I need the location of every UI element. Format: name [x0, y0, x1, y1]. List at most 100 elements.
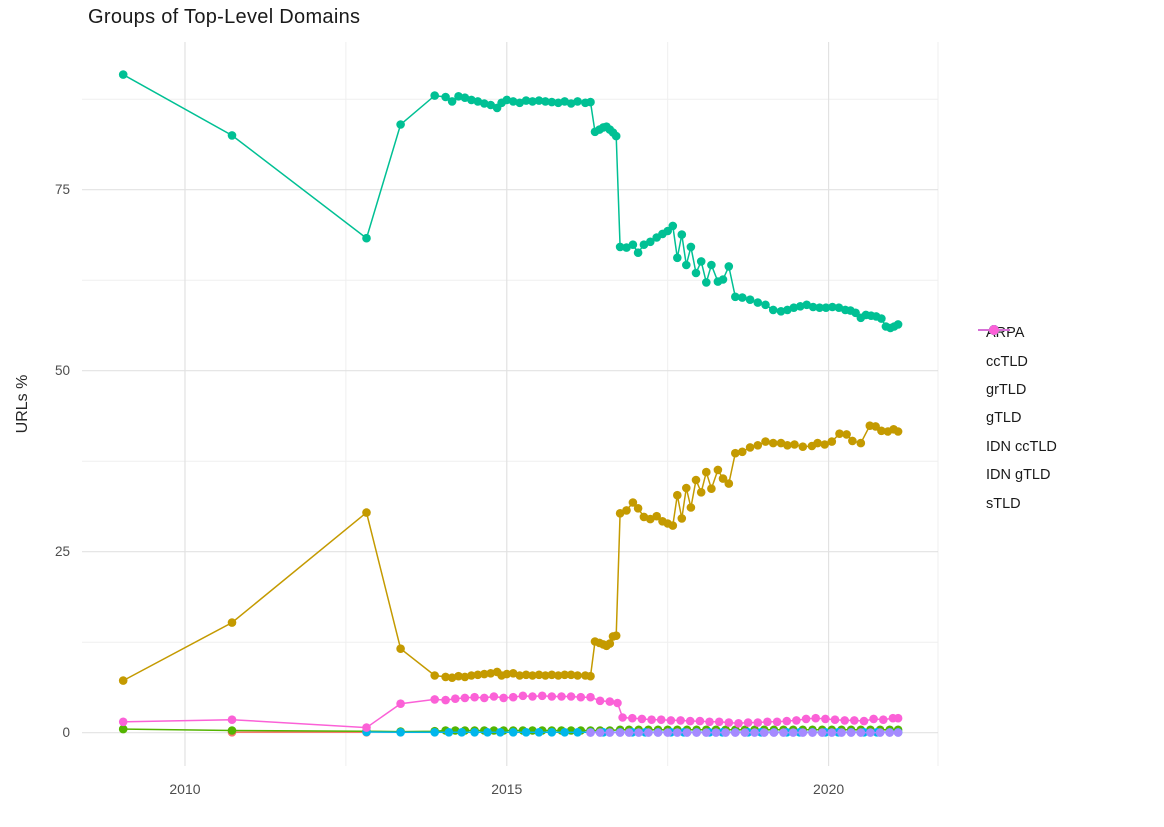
chart-title: Groups of Top-Level Domains: [88, 6, 361, 28]
data-point: [790, 440, 799, 449]
data-point: [842, 430, 851, 439]
data-point: [628, 713, 637, 723]
data-point: [227, 131, 237, 140]
legend-label: ccTLD: [986, 353, 1028, 370]
legend-item-cctld: ccTLD: [976, 325, 1057, 375]
y-tick-label: 75: [55, 182, 70, 197]
data-point: [615, 509, 625, 518]
data-point: [798, 442, 808, 452]
data-point: [753, 298, 763, 307]
data-point: [586, 692, 595, 702]
data-point: [893, 320, 903, 329]
data-point: [611, 131, 621, 141]
data-point: [830, 715, 840, 724]
data-point: [682, 483, 691, 493]
data-point: [624, 728, 634, 737]
data-point: [682, 728, 692, 737]
data-point: [554, 98, 563, 108]
data-point: [496, 728, 505, 737]
data-point: [837, 728, 846, 737]
data-point: [761, 437, 770, 446]
data-point: [738, 447, 747, 457]
data-point: [586, 728, 595, 737]
legend-label: IDN gTLD: [986, 467, 1051, 484]
legend-item-grtld: grTLD: [976, 325, 1057, 404]
data-point: [566, 670, 576, 680]
data-point: [480, 669, 489, 679]
data-point: [745, 443, 755, 452]
data-point: [470, 728, 479, 737]
data-point: [707, 484, 716, 494]
data-point: [618, 713, 627, 722]
data-point: [713, 465, 723, 475]
data-point: [628, 498, 638, 507]
data-point: [518, 691, 528, 701]
data-point: [711, 728, 721, 737]
data-point: [396, 120, 405, 129]
data-point: [798, 728, 808, 737]
data-point: [676, 716, 685, 725]
data-point: [753, 718, 763, 727]
data-point: [637, 714, 647, 724]
data-point: [763, 717, 772, 727]
data-point: [696, 257, 706, 266]
legend-label: IDN ccTLD: [986, 438, 1057, 455]
data-point: [227, 618, 237, 627]
data-point: [705, 717, 714, 727]
data-point: [691, 475, 701, 485]
legend-item-gtld: gTLD: [976, 325, 1057, 432]
data-point: [227, 726, 237, 735]
data-point: [441, 672, 450, 682]
data-point: [866, 728, 875, 737]
data-point: [454, 92, 463, 101]
data-point: [666, 716, 676, 725]
data-point: [718, 474, 728, 483]
data-point: [848, 436, 857, 446]
data-point: [430, 671, 440, 680]
data-point: [537, 691, 547, 701]
data-point: [521, 728, 531, 737]
data-point: [731, 292, 740, 302]
data-point: [227, 715, 237, 724]
data-point: [653, 728, 663, 737]
data-point: [576, 692, 586, 702]
data-point: [835, 429, 844, 439]
data-point: [673, 490, 682, 500]
y-tick-label: 25: [55, 544, 70, 559]
data-point: [685, 716, 695, 726]
data-point: [877, 314, 886, 323]
data-point: [652, 511, 661, 521]
data-point: [779, 728, 788, 737]
data-point: [869, 714, 878, 724]
data-point: [893, 728, 903, 737]
data-point: [808, 302, 818, 312]
data-point: [547, 97, 557, 107]
data-point: [595, 696, 605, 706]
data-point: [792, 716, 801, 725]
data-point: [534, 96, 544, 105]
data-point: [547, 692, 557, 701]
data-point: [430, 728, 440, 737]
data-point: [628, 240, 638, 249]
data-point: [821, 714, 830, 724]
data-point: [528, 692, 537, 701]
data-point: [547, 670, 557, 680]
data-point: [750, 728, 759, 737]
data-point: [668, 221, 678, 231]
data-point: [731, 728, 740, 737]
data-point: [696, 488, 706, 497]
data-point: [454, 671, 463, 681]
data-point: [441, 695, 450, 705]
x-tick-label: 2015: [491, 781, 522, 797]
data-point: [745, 295, 755, 305]
data-point: [615, 728, 625, 737]
data-point: [691, 268, 701, 278]
data-point: [646, 514, 655, 524]
data-point: [761, 300, 770, 310]
legend-label: gTLD: [986, 410, 1022, 427]
y-tick-label: 0: [62, 725, 70, 740]
data-point: [605, 697, 615, 706]
data-point: [801, 714, 811, 724]
